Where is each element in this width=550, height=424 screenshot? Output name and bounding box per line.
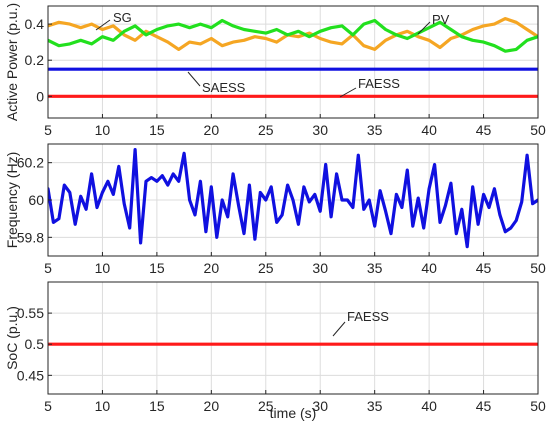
y-tick-label: 0.4 (25, 16, 45, 32)
annotation-label-sg: SG (113, 10, 132, 25)
x-axis-label: time (s) (270, 405, 317, 421)
annotation-leader-line (417, 21, 431, 35)
y-tick-label: 0 (36, 88, 44, 104)
x-tick-label: 15 (149, 398, 165, 414)
y-axis-label: Active Power (p.u.) (4, 3, 20, 121)
x-tick-label: 20 (204, 398, 220, 414)
x-tick-label: 45 (476, 398, 492, 414)
y-axis-label: Frequency (Hz) (4, 152, 20, 248)
y-tick-label: 60 (28, 192, 44, 208)
annotation-leader-line (95, 19, 111, 31)
y-tick-label: 60.2 (17, 155, 44, 171)
axes-frame (47, 281, 539, 395)
panel-1: 5 10 15 20 25 30 35 40 45 50 0 0.2 0.4 Active Power (… (4, 3, 546, 138)
x-tick-label: 30 (312, 260, 328, 276)
y-tick-label: 0.2 (25, 52, 45, 68)
x-tick-label: 25 (258, 122, 274, 138)
x-tick-label: 15 (149, 260, 165, 276)
y-tick-label: 0.45 (17, 367, 44, 383)
x-tick-label: 30 (312, 398, 328, 414)
annotation-label-faess: FAESS (347, 309, 389, 324)
x-tick-label: 10 (95, 398, 111, 414)
y-tick-label: 59.8 (17, 229, 44, 245)
axes-frame (47, 5, 539, 119)
x-tick-label: 25 (258, 260, 274, 276)
annotation-label-saess: SAESS (202, 80, 246, 95)
x-tick-label: 25 (258, 398, 274, 414)
pv-series-line (48, 18, 538, 53)
x-tick-label: 40 (421, 398, 437, 414)
x-tick-label: 10 (95, 260, 111, 276)
annotation-leader-line (332, 321, 346, 337)
x-tick-label: 5 (44, 122, 52, 138)
y-tick-label: 0.5 (25, 336, 45, 352)
x-tick-label: 15 (149, 122, 165, 138)
annotation-label-pv: PV (432, 12, 450, 27)
x-tick-label: 35 (367, 260, 383, 276)
x-tick-label: 40 (421, 122, 437, 138)
frequency-series-line (48, 148, 538, 249)
x-tick-label: 30 (312, 122, 328, 138)
y-tick-label: 0.55 (17, 305, 44, 321)
x-tick-label: 50 (530, 122, 546, 138)
x-tick-label: 45 (476, 260, 492, 276)
x-tick-label: 20 (204, 122, 220, 138)
x-tick-label: 50 (530, 260, 546, 276)
x-tick-label: 5 (44, 260, 52, 276)
y-axis-label: SoC (p.u.) (4, 306, 20, 370)
x-tick-label: 45 (476, 122, 492, 138)
x-tick-label: 35 (367, 398, 383, 414)
x-tick-label: 40 (421, 260, 437, 276)
x-tick-label: 50 (530, 398, 546, 414)
x-tick-label: 10 (95, 122, 111, 138)
x-tick-label: 20 (204, 260, 220, 276)
annotation-leader-line (339, 87, 357, 98)
x-tick-label: 5 (44, 398, 52, 414)
sg-series-line (48, 17, 538, 52)
annotation-label-faess: FAESS (358, 76, 400, 91)
annotation-leader-line (187, 71, 201, 87)
x-tick-label: 35 (367, 122, 383, 138)
